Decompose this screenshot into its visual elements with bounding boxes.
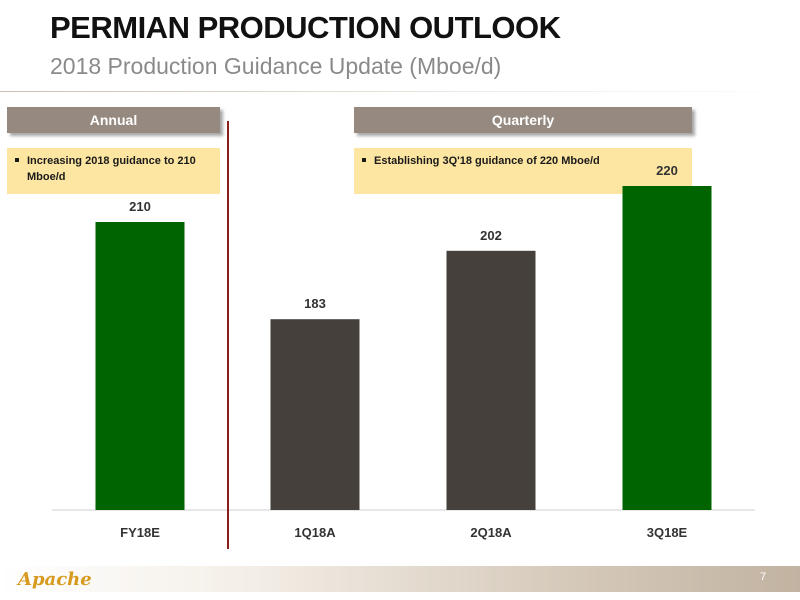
- data-label-1q18a: 183: [304, 296, 326, 311]
- annual-note-bullet: Increasing 2018 guidance to 210 Mboe/d: [27, 153, 212, 185]
- quarterly-note-bullet: Establishing 3Q'18 guidance of 220 Mboe/…: [374, 153, 684, 169]
- x-tick-label-2q18a: 2Q18A: [470, 525, 512, 540]
- bar-fy18e: [95, 222, 185, 510]
- quarterly-header: Quarterly: [354, 107, 692, 133]
- slide-title: PERMIAN PRODUCTION OUTLOOK: [50, 10, 561, 45]
- bar-2q18a: [446, 250, 536, 511]
- data-label-fy18e: 210: [129, 199, 151, 214]
- x-tick-label-3q18e: 3Q18E: [647, 525, 688, 540]
- annual-quarterly-divider: [227, 121, 229, 549]
- annual-header: Annual: [7, 107, 220, 133]
- page-number: 7: [760, 571, 767, 583]
- bar-1q18a: [270, 319, 360, 510]
- bar-3q18e: [622, 186, 712, 510]
- data-label-3q18e: 220: [656, 163, 678, 178]
- title-underline: [0, 91, 800, 92]
- footer-band: [0, 566, 800, 592]
- x-tick-label-1q18a: 1Q18A: [294, 525, 336, 540]
- apache-logo: Apache: [18, 569, 92, 590]
- data-label-2q18a: 202: [480, 228, 502, 243]
- annual-note: Increasing 2018 guidance to 210 Mboe/d: [7, 148, 220, 194]
- x-tick-label-fy18e: FY18E: [120, 525, 160, 540]
- slide-subtitle: 2018 Production Guidance Update (Mboe/d): [50, 53, 502, 79]
